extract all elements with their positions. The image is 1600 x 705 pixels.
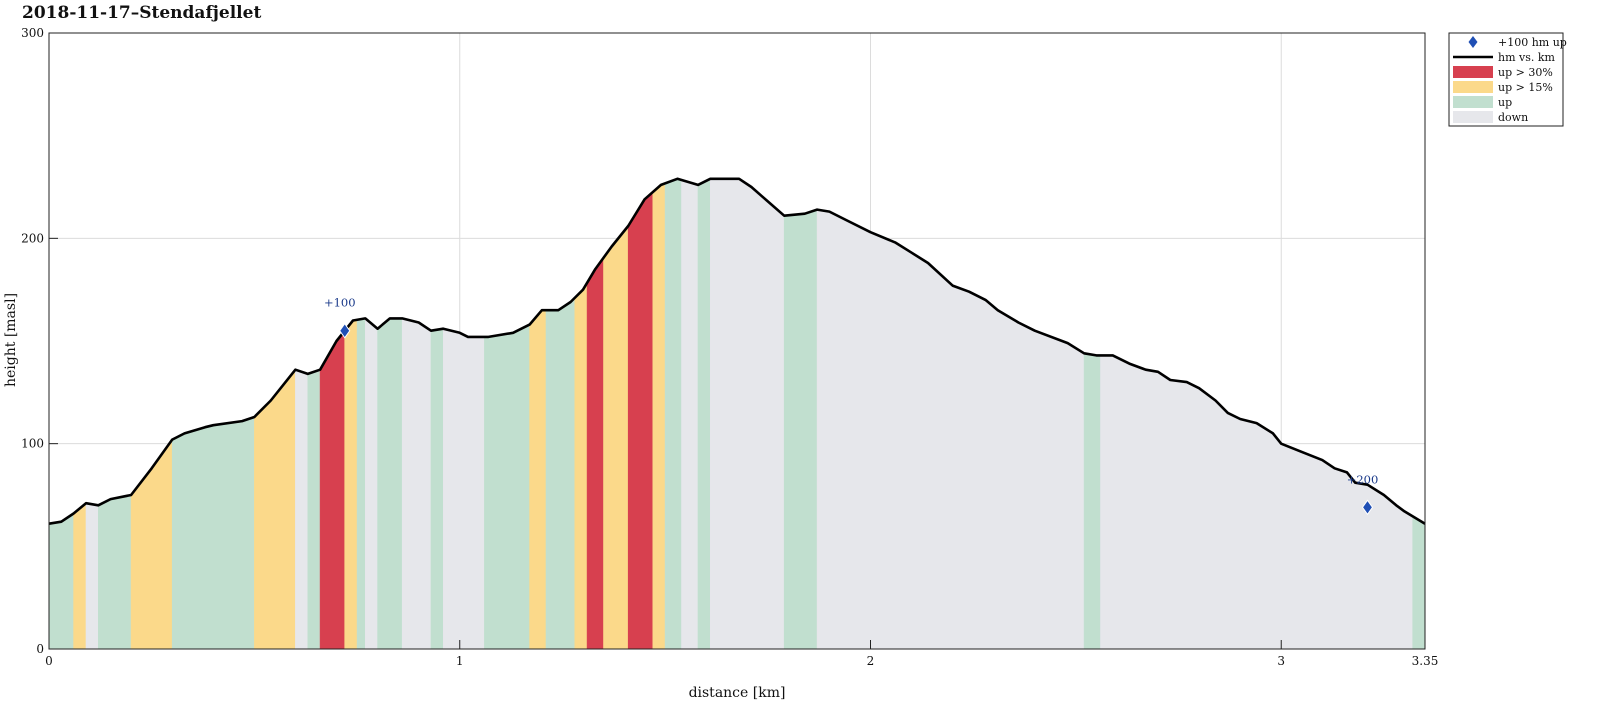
segment-down — [364, 317, 378, 650]
x-tick-label: 0 — [45, 654, 53, 668]
legend-label: up — [1498, 96, 1512, 109]
segment-up — [171, 416, 255, 650]
segment-up — [48, 512, 74, 650]
legend-swatch-up — [1453, 96, 1493, 108]
axes-frame — [48, 32, 1426, 650]
segment-up15 — [529, 309, 547, 650]
hm-marker-diamond — [1361, 499, 1374, 516]
x-tick-label: 3 — [1277, 654, 1285, 668]
segment-down — [401, 318, 432, 650]
segment-up15 — [652, 182, 666, 650]
x-tick-label: 2 — [867, 654, 875, 668]
profile-line — [48, 177, 1426, 525]
segment-up — [356, 318, 366, 650]
y-tick-label: 100 — [21, 437, 44, 451]
segment-up — [664, 178, 682, 650]
segment-down — [85, 502, 99, 650]
segment-up — [1083, 352, 1101, 650]
y-axis-label: height [masl] — [3, 293, 19, 387]
legend-label: down — [1498, 111, 1528, 124]
segment-down — [295, 369, 309, 650]
legend-swatch-up30 — [1453, 66, 1493, 78]
hm-marker-diamond — [339, 322, 351, 339]
segment-down — [709, 178, 785, 650]
segment-up15 — [344, 319, 358, 650]
legend-marker-icon — [1468, 36, 1478, 48]
x-tick-label: 1 — [456, 654, 464, 668]
segment-up — [545, 297, 576, 650]
segment-up — [484, 324, 530, 650]
y-tick-label: 0 — [36, 642, 44, 656]
segment-up — [307, 369, 321, 650]
y-tick-label: 200 — [21, 231, 44, 245]
segment-up30 — [627, 191, 654, 650]
legend-label: hm vs. km — [1498, 51, 1556, 64]
legend-swatch-down — [1453, 111, 1493, 123]
segment-down — [442, 328, 485, 650]
segment-up — [377, 318, 403, 650]
x-axis-label: distance [km] — [689, 685, 786, 701]
chart-title: 2018-11-17–Stendafjellet — [22, 3, 261, 23]
segment-up15 — [603, 225, 629, 650]
segment-up30 — [586, 256, 604, 650]
segment-up — [697, 178, 711, 650]
segment-up — [783, 209, 818, 650]
hm-marker-label: +100 — [324, 296, 356, 310]
hm-marker-label: +200 — [1347, 472, 1379, 486]
segment-up — [430, 328, 444, 650]
x-tick-label: 3.35 — [1412, 654, 1439, 668]
legend-box — [1448, 32, 1564, 127]
legend-swatch-up15 — [1453, 81, 1493, 93]
segment-up — [1412, 515, 1426, 650]
segment-up30 — [319, 329, 346, 650]
segment-up15 — [574, 281, 588, 650]
segment-down — [681, 179, 699, 650]
segment-up15 — [73, 502, 87, 650]
segment-up — [98, 494, 132, 650]
legend-label: up > 15% — [1498, 81, 1553, 94]
legend-label: up > 30% — [1498, 66, 1553, 79]
y-tick-label: 300 — [21, 26, 44, 40]
legend-label: +100 hm up — [1498, 36, 1567, 49]
